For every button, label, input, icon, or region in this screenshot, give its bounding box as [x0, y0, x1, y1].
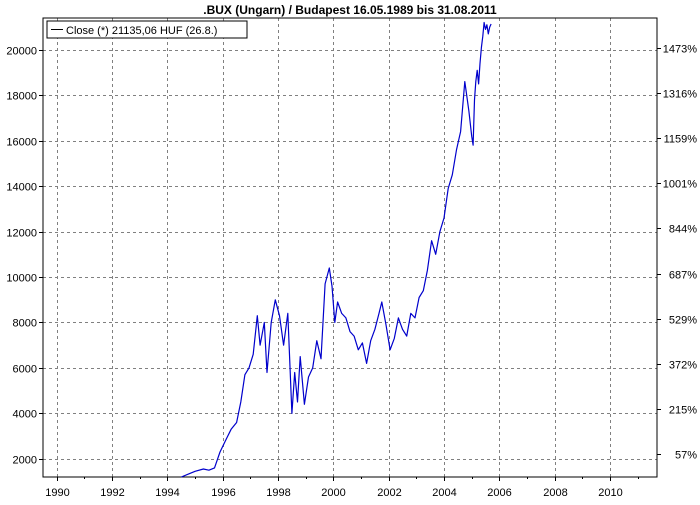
- y2-tick-label: 1316%: [663, 89, 697, 101]
- y-tick-label: 2000: [13, 455, 37, 467]
- y-tick-label: 20000: [6, 46, 37, 58]
- y2-tick-label: 372%: [669, 360, 697, 372]
- y-tick-label: 18000: [6, 91, 37, 103]
- x-tick-label: 1990: [45, 487, 69, 499]
- y-tick-label: 8000: [13, 318, 37, 330]
- y-tick-label: 4000: [13, 409, 37, 421]
- y2-tick-label: 844%: [669, 224, 697, 236]
- y2-tick-label: 529%: [669, 315, 697, 327]
- legend-box: [46, 20, 248, 39]
- y2-tick-label: 1473%: [663, 44, 697, 56]
- x-tick-label: 2006: [487, 487, 511, 499]
- y2-tick-label: 1001%: [663, 179, 697, 191]
- y2-tick-label: 1159%: [664, 134, 698, 146]
- x-tick-label: 2004: [432, 487, 456, 499]
- axis-ticks: 1990 1992 1994 1996 1998 2000 2002 2004 2006 2008…: [6, 44, 697, 500]
- series-line: [181, 21, 492, 478]
- x-tick-label: 2000: [321, 487, 345, 499]
- x-tick-label: 1994: [155, 487, 179, 499]
- y2-tick-label: 215%: [669, 405, 697, 417]
- y2-tick-label: 57%: [675, 450, 697, 462]
- x-tick-label: 1998: [266, 487, 290, 499]
- x-tick-label: 1996: [211, 487, 235, 499]
- plot-area: [42, 17, 658, 478]
- y-tick-label: 10000: [6, 273, 37, 285]
- x-tick-label: 2010: [598, 487, 622, 499]
- y2-tick-label: 687%: [669, 270, 697, 282]
- legend: Close (*) 21135,06 HUF (26.8.): [46, 20, 248, 39]
- y-tick-label: 12000: [6, 228, 37, 240]
- y-tick-label: 6000: [13, 364, 37, 376]
- x-tick-label: 1992: [100, 487, 124, 499]
- chart-title: .BUX (Ungarn) / Budapest 16.05.1989 bis …: [203, 3, 497, 17]
- grid: [43, 18, 657, 477]
- series-layer: [181, 21, 492, 478]
- x-tick-label: 2008: [543, 487, 567, 499]
- y-tick-label: 16000: [6, 137, 37, 149]
- y-tick-label: 14000: [6, 182, 37, 194]
- x-tick-label: 2002: [377, 487, 401, 499]
- legend-entry: Close (*) 21135,06 HUF (26.8.): [66, 25, 217, 37]
